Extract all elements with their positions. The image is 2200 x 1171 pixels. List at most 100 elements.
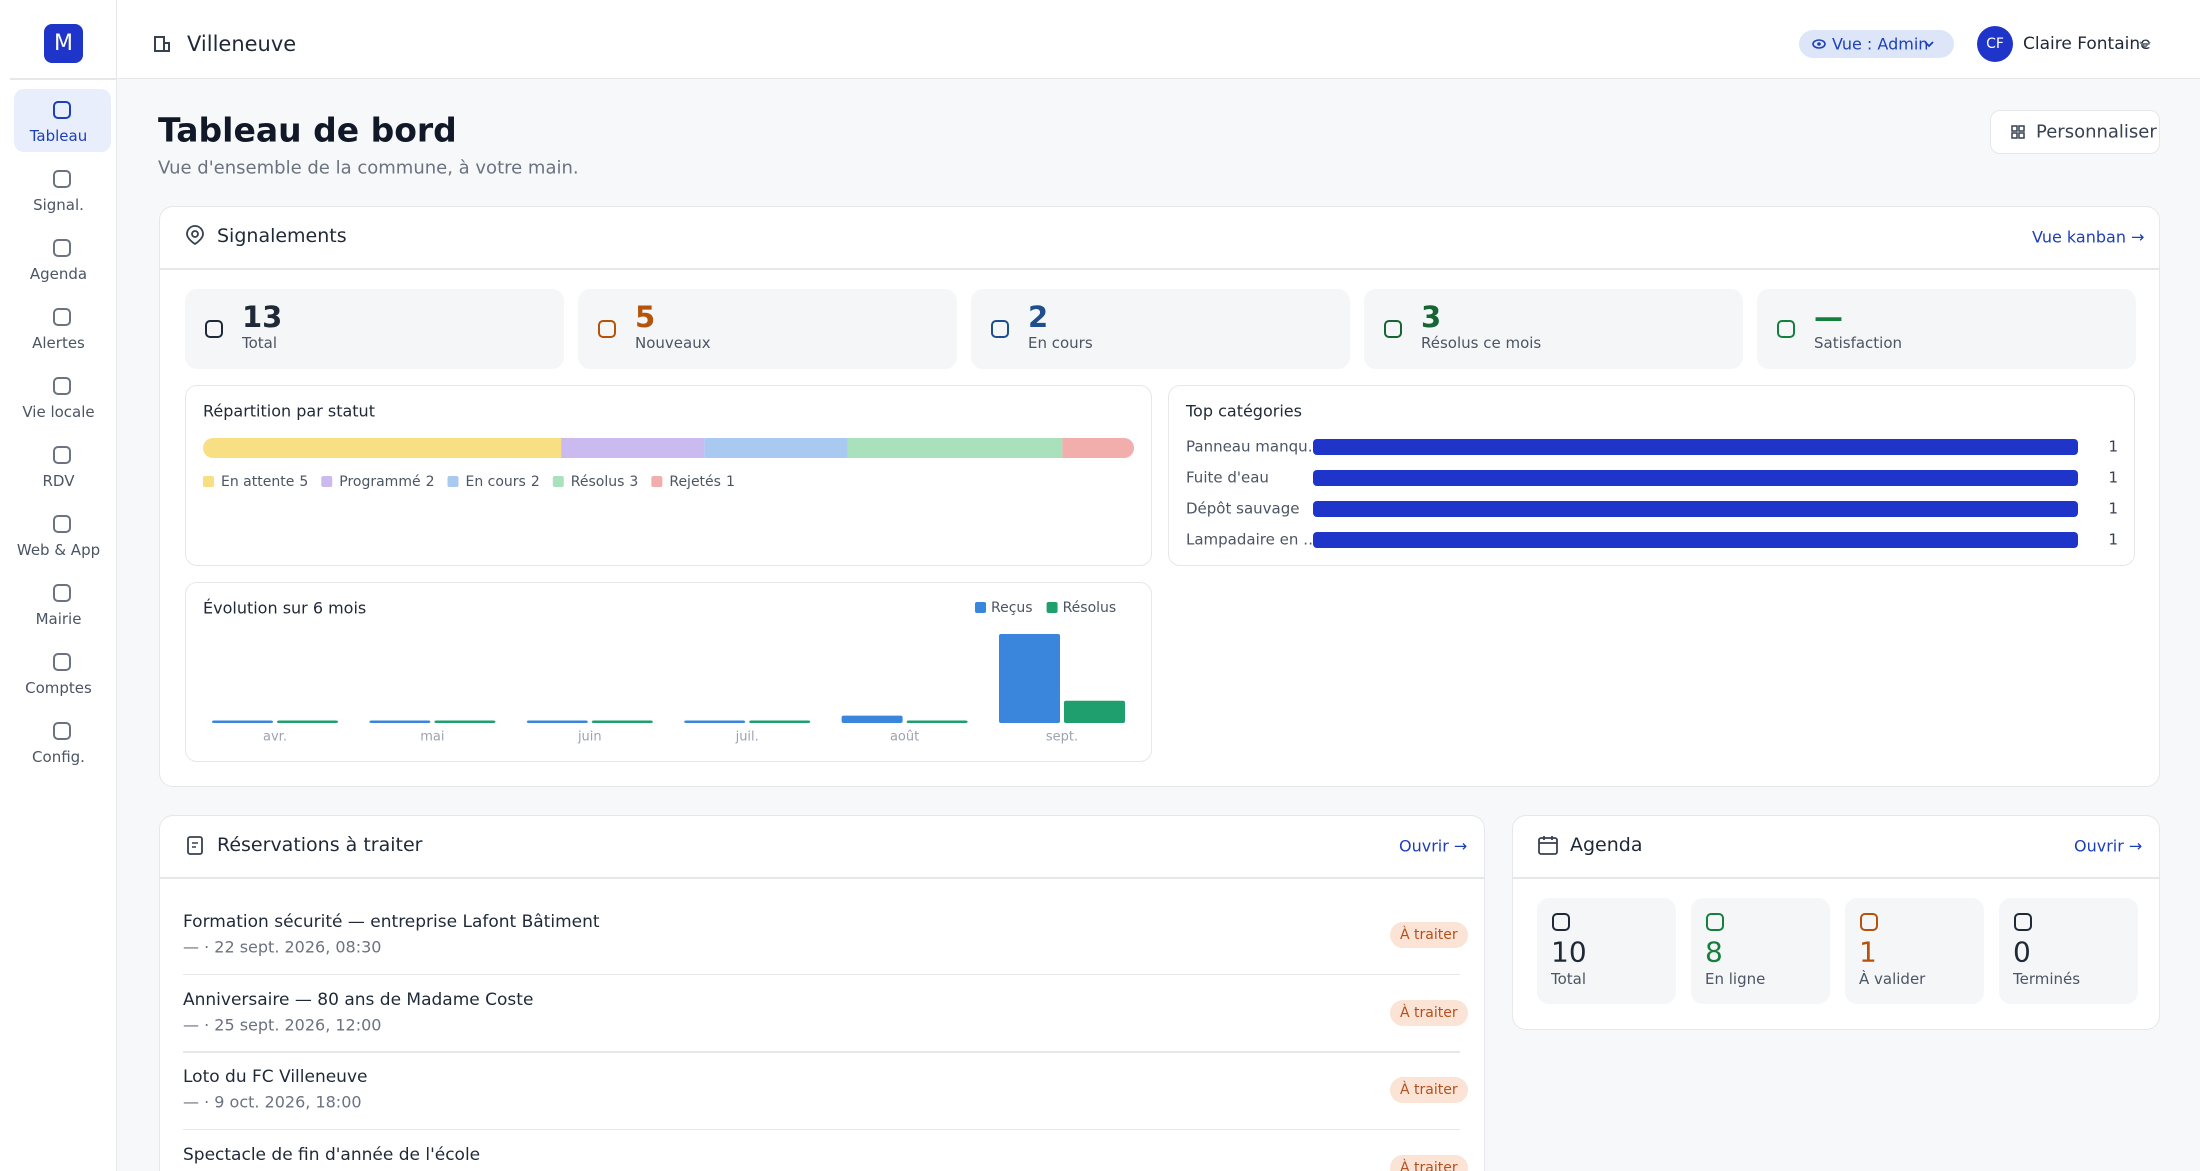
stat-label: Nouveaux <box>635 334 711 352</box>
x-tick-label: mai <box>420 730 444 745</box>
category-value: 1 <box>2108 469 2118 487</box>
nav-label[interactable]: Web & App <box>16 541 101 559</box>
category-bar <box>1313 439 2078 455</box>
legend-swatch <box>321 476 333 487</box>
legend-label: Programmé 2 <box>339 474 434 490</box>
grid-icon <box>2011 125 2025 139</box>
logo[interactable]: M <box>44 24 83 63</box>
stat-label: Total <box>242 334 278 352</box>
agenda-tile <box>1845 898 1984 1004</box>
nav-icon <box>53 653 71 671</box>
status-chart: En attente 5 Programmé 2 En cours 2 Résolus 3 Re… <box>203 438 1134 490</box>
nav-icon <box>53 446 71 464</box>
reservations-card <box>159 815 1485 1171</box>
legend-label: En cours 2 <box>466 474 540 490</box>
reservation-title[interactable]: Anniversaire — 80 ans de Madame Coste <box>183 989 534 1010</box>
x-tick-label: avr. <box>263 730 287 745</box>
agenda-value: 8 <box>1705 935 1723 969</box>
nav-icon <box>53 584 71 602</box>
pin-icon <box>186 225 204 246</box>
view-label: Vue : Admin <box>1832 34 1929 54</box>
legend-value: 1 <box>726 474 735 490</box>
evolution-bar <box>591 720 653 723</box>
reservation-title[interactable]: Spectacle de fin d'année de l'école <box>183 1144 481 1165</box>
clipboard-icon <box>187 836 203 855</box>
status-badge: À traiter <box>1390 922 1468 948</box>
avatar[interactable]: CF <box>1977 26 2013 62</box>
agenda-value: 0 <box>2013 935 2031 969</box>
evolution-bar <box>841 715 903 723</box>
user-name[interactable]: Claire Fontaine <box>2023 34 2151 54</box>
nav-icon <box>53 377 71 395</box>
building-icon <box>154 36 170 52</box>
evolution-bar <box>684 720 746 723</box>
reservation-date: — · 25 sept. 2026, 12:00 <box>183 1015 382 1034</box>
stat-label: En cours <box>1028 334 1093 352</box>
customize-button[interactable] <box>1990 110 2160 154</box>
legend-swatch <box>975 602 986 613</box>
nav-icon <box>53 170 71 188</box>
legend-swatch <box>203 476 214 487</box>
category-label: Fuite d'eau <box>1186 469 1269 487</box>
open-link[interactable]: Ouvrir → <box>1399 836 1468 856</box>
legend-swatch <box>552 476 564 487</box>
categories-chart: Panneau manqu… 1 Fuite d'eau 1 Dépôt sauvage… <box>1186 438 2118 549</box>
agenda-label: Total <box>1551 970 1587 988</box>
chevron <box>1924 41 1934 48</box>
category-value: 1 <box>2108 500 2118 518</box>
nav-label[interactable]: RDV <box>42 472 75 490</box>
nav-label[interactable]: Comptes <box>25 679 92 697</box>
reservation-title[interactable]: Formation sécurité — entreprise Lafont B… <box>183 912 600 932</box>
agenda-icon <box>2014 913 2032 931</box>
stat-icon <box>991 320 1009 338</box>
nav-label[interactable]: Tableau <box>29 127 88 145</box>
row-divider <box>183 973 1460 975</box>
agenda-icon <box>1706 913 1724 931</box>
agenda-tile <box>1999 898 2138 1004</box>
agenda-tile <box>1537 898 1676 1004</box>
category-value: 1 <box>2108 438 2118 456</box>
stat-value: 3 <box>1421 300 1442 334</box>
stat-value: 13 <box>242 300 283 334</box>
agenda-value: 10 <box>1551 935 1587 969</box>
nav-label[interactable]: Config. <box>32 748 85 766</box>
evolution-bar <box>277 720 338 723</box>
legend-label: En attente 5 <box>221 474 308 490</box>
nav-label[interactable]: Mairie <box>35 610 82 628</box>
reservation-title[interactable]: Loto du FC Villeneuve <box>183 1067 368 1087</box>
nav-label[interactable]: Alertes <box>32 334 85 352</box>
status-segment <box>704 438 848 458</box>
open-link[interactable]: Ouvrir → <box>2074 836 2143 856</box>
stat-icon <box>1384 320 1402 338</box>
agenda-value: 1 <box>1859 935 1877 969</box>
stat-tile <box>578 289 957 369</box>
legend-value: 2 <box>531 474 540 490</box>
x-tick-label: juil. <box>735 730 759 745</box>
nav-icon <box>53 308 71 326</box>
legend-label: Résolus <box>1063 600 1117 616</box>
evolution-bar <box>999 634 1060 723</box>
agenda-label: À valider <box>1859 970 1926 988</box>
nav-label[interactable]: Signal. <box>33 196 84 214</box>
kanban-link[interactable]: Vue kanban → <box>2032 227 2145 247</box>
x-tick-label: août <box>890 730 919 745</box>
status-segment <box>203 438 562 458</box>
commune-name: Villeneuve <box>187 32 297 56</box>
agenda-icon <box>1860 913 1878 931</box>
nav-icon <box>53 239 71 257</box>
calendar-icon <box>1538 836 1558 855</box>
category-label: Dépôt sauvage <box>1186 500 1299 518</box>
agenda-label: Terminés <box>2013 970 2081 988</box>
nav-label[interactable]: Vie locale <box>22 403 95 421</box>
card-divider <box>1513 877 2159 879</box>
stat-value: — <box>1814 300 1843 334</box>
evolution-chart: Reçus Résolus avr. mai juin juil. août sept. <box>212 600 1125 745</box>
evolution-bar <box>434 720 496 723</box>
legend-label: Rejetés 1 <box>669 474 735 490</box>
legend-swatch <box>447 476 459 487</box>
nav-label[interactable]: Agenda <box>29 265 88 283</box>
stat-tile <box>185 289 564 369</box>
agenda-label: En ligne <box>1705 970 1766 988</box>
chevron <box>2139 41 2151 49</box>
